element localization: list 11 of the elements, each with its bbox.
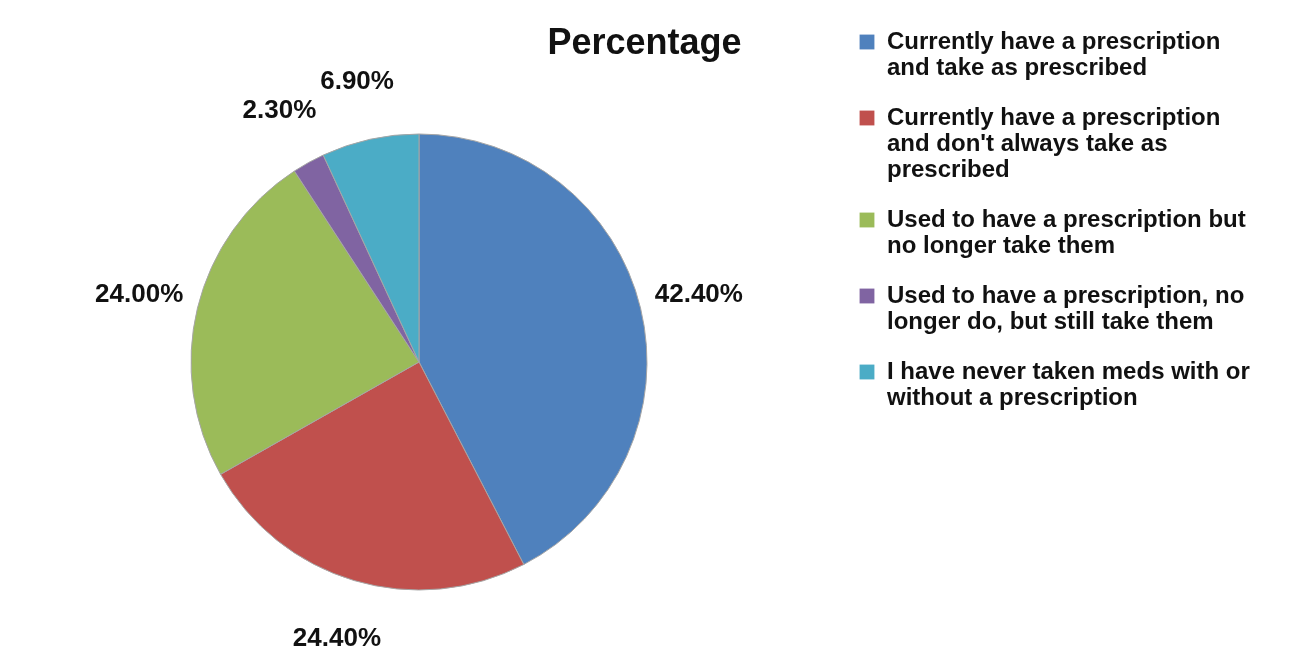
legend-label: Used to have a prescription but no longer take them: [887, 205, 1246, 258]
legend-label: Currently have a prescription and take as prescribed: [887, 27, 1221, 80]
legend-label: I have never taken meds with or without a prescription: [886, 357, 1250, 410]
data-label: 6.90%: [320, 64, 394, 95]
data-label: 42.40%: [654, 277, 743, 308]
legend-label: Used to have a prescription, no longer do, but still take them: [887, 281, 1245, 334]
chart-title: Percentage: [547, 21, 742, 62]
data-label: 2.30%: [242, 94, 317, 125]
legend-label: Currently have a prescription and don't always take as prescribed: [887, 103, 1221, 182]
data-label: 24.00%: [95, 277, 184, 308]
data-label: 24.40%: [292, 622, 382, 653]
